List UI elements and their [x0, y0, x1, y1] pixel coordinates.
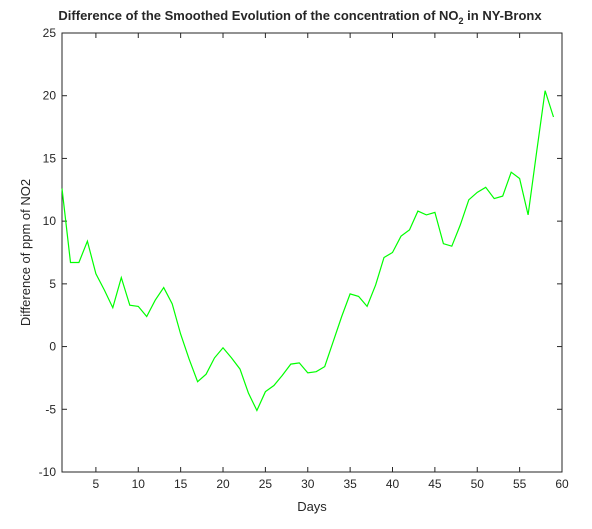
plot-area [61, 32, 563, 473]
x-tick-label: 30 [301, 477, 315, 491]
y-tick-label: 10 [43, 214, 57, 228]
tick-labels: 5 10 15 20 25 30 35 40 45 50 55 60 -10 -5 0 5 10 15 20 25 [39, 26, 569, 491]
y-tick-label: 20 [43, 89, 57, 103]
x-tick-label: 60 [555, 477, 569, 491]
x-tick-label: 35 [343, 477, 357, 491]
x-tick-label: 25 [259, 477, 273, 491]
x-axis-label: Days [297, 499, 327, 514]
x-tick-label: 45 [428, 477, 442, 491]
x-tick-label: 10 [132, 477, 146, 491]
chart-title: Difference of the Smoothed Evolution of … [58, 8, 542, 26]
y-tick-label: 5 [49, 277, 56, 291]
y-tick-label: 15 [43, 151, 57, 165]
title-prefix: Difference of the Smoothed Evolution of … [58, 8, 458, 23]
title-subscript: 2 [459, 16, 464, 26]
series-line [61, 90, 555, 412]
x-tick-label: 5 [93, 477, 100, 491]
x-tick-label: 20 [216, 477, 230, 491]
axis-ticks [62, 32, 563, 473]
y-axis-label: Difference of ppm of NO2 [18, 179, 33, 326]
y-tick-label: 0 [49, 340, 56, 354]
x-tick-label: 40 [386, 477, 400, 491]
y-tick-label: -10 [39, 465, 57, 479]
title-suffix: in NY-Bronx [464, 8, 543, 23]
y-tick-label: 25 [43, 26, 57, 40]
x-tick-label: 50 [471, 477, 485, 491]
x-tick-label: 55 [513, 477, 527, 491]
x-tick-label: 15 [174, 477, 188, 491]
y-tick-label: -5 [45, 402, 56, 416]
